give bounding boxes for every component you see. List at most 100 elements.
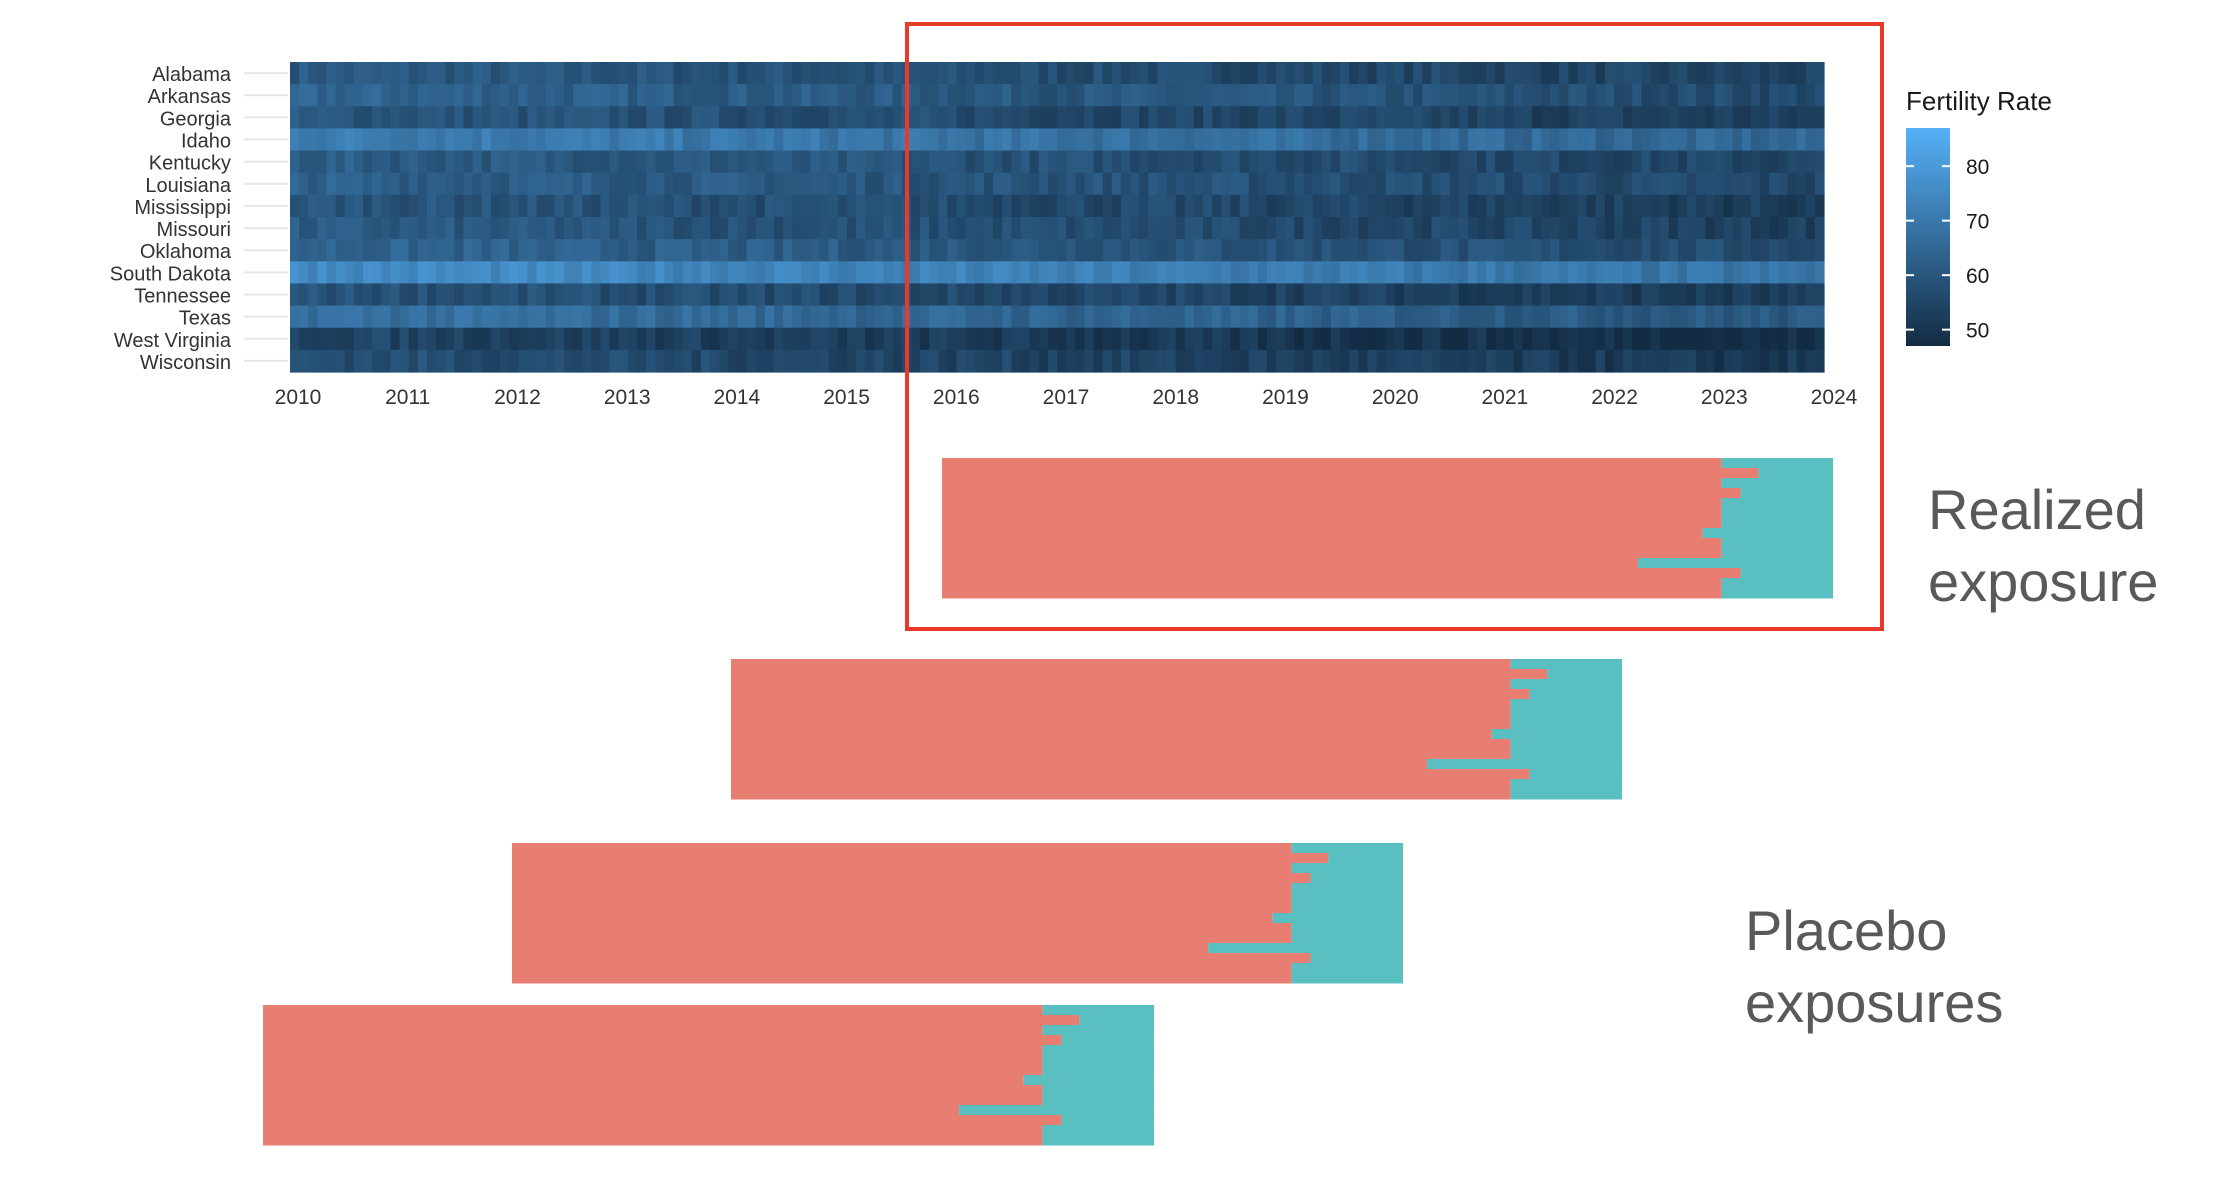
heatmap-cell — [965, 283, 976, 307]
heatmap-cell — [1504, 305, 1515, 329]
treated-segment — [1291, 843, 1404, 854]
heatmap-cell — [1531, 327, 1542, 351]
heatmap-cell — [956, 305, 967, 329]
heatmap-cell — [1522, 62, 1533, 85]
heatmap-cell — [673, 172, 684, 196]
heatmap-cell — [609, 239, 620, 262]
heatmap-cell — [1385, 261, 1396, 285]
heatmap-cell — [1495, 62, 1506, 85]
heatmap-cell — [983, 106, 994, 130]
heatmap-cell — [1696, 194, 1706, 218]
heatmap-cell — [1559, 150, 1569, 174]
heatmap-cell — [308, 84, 318, 107]
heatmap-cell — [618, 128, 629, 152]
heatmap-cell — [563, 62, 574, 85]
heatmap-cell — [1084, 261, 1095, 285]
heatmap-cell — [1522, 283, 1533, 307]
heatmap-cell — [828, 261, 839, 285]
heatmap-cell — [1376, 349, 1387, 373]
heatmap-cell — [1814, 62, 1825, 85]
state-label: Tennessee — [134, 286, 231, 308]
treated-segment — [1042, 1095, 1155, 1106]
heatmap-cell — [865, 106, 875, 130]
heatmap-cell — [1394, 194, 1405, 218]
heatmap-cell — [728, 62, 739, 85]
heatmap-cell — [1057, 84, 1067, 107]
heatmap-cell — [993, 217, 1003, 240]
heatmap-cell — [1285, 128, 1295, 152]
heatmap-cell — [1212, 62, 1222, 85]
heatmap-cell — [1020, 128, 1031, 152]
treated-segment — [1510, 699, 1623, 710]
heatmap-cell — [1504, 150, 1515, 174]
heatmap-cell — [1038, 62, 1049, 85]
heatmap-cell — [1330, 217, 1341, 240]
heatmap-cell — [1257, 327, 1268, 351]
heatmap-cell — [1623, 62, 1633, 85]
heatmap-cell — [1750, 128, 1761, 152]
heatmap-cell — [920, 84, 930, 107]
heatmap-cell — [1422, 327, 1432, 351]
heatmap-cell — [353, 261, 364, 285]
heatmap-cell — [1595, 283, 1606, 307]
heatmap-cell — [1696, 239, 1706, 262]
heatmap-cell — [600, 128, 611, 152]
heatmap-cell — [399, 327, 410, 351]
heatmap-cell — [1303, 261, 1314, 285]
heatmap-cell — [490, 261, 501, 285]
heatmap-cell — [655, 84, 665, 107]
heatmap-cell — [1778, 84, 1789, 107]
state-label: West Virginia — [114, 330, 232, 352]
heatmap-cell — [1312, 283, 1323, 307]
heatmap-cell — [1321, 349, 1332, 373]
heatmap-cell — [1760, 194, 1770, 218]
heatmap-cell — [1276, 128, 1286, 152]
heatmap-cell — [664, 194, 675, 218]
heatmap-cell — [1212, 128, 1222, 152]
heatmap-cell — [1093, 172, 1104, 196]
heatmap-cell — [1020, 150, 1031, 174]
heatmap-cell — [1787, 172, 1798, 196]
heatmap-cell — [1020, 261, 1031, 285]
heatmap-cell — [536, 349, 547, 373]
heatmap-cell — [1340, 327, 1350, 351]
heatmap-cell — [1796, 349, 1807, 373]
heatmap-cell — [1632, 217, 1642, 240]
heatmap-cell — [1376, 194, 1387, 218]
heatmap-cell — [1276, 62, 1286, 85]
heatmap-cell — [1193, 62, 1204, 85]
heatmap-cell — [1632, 150, 1642, 174]
heatmap-cell — [737, 217, 748, 240]
heatmap-cell — [664, 349, 675, 373]
heatmap-cell — [1449, 239, 1460, 262]
heatmap-cell — [1467, 62, 1478, 85]
heatmap-cell — [1723, 194, 1734, 218]
heatmap-cell — [1422, 194, 1432, 218]
heatmap-cell — [837, 150, 848, 174]
heatmap-cell — [1458, 327, 1469, 351]
heatmap-cell — [454, 327, 465, 351]
heatmap-cell — [1057, 62, 1067, 85]
heatmap-cell — [1148, 283, 1159, 307]
heatmap-cell — [536, 128, 547, 152]
heatmap-cell — [837, 62, 848, 85]
heatmap-cell — [399, 305, 410, 329]
heatmap-cell — [974, 84, 985, 107]
heatmap-cell — [856, 239, 866, 262]
heatmap-cell — [463, 128, 474, 152]
heatmap-cell — [1403, 239, 1414, 262]
state-label: Arkansas — [148, 86, 231, 108]
heatmap-cell — [1540, 261, 1551, 285]
heatmap-cell — [1613, 194, 1624, 218]
heatmap-cell — [426, 217, 437, 240]
heatmap-cell — [290, 150, 300, 174]
heatmap-cell — [1431, 239, 1442, 262]
heatmap-cell — [500, 261, 510, 285]
heatmap-cell — [983, 349, 994, 373]
heatmap-cell — [1805, 150, 1816, 174]
heatmap-cell — [1267, 62, 1277, 85]
heatmap-cell — [545, 194, 556, 218]
heatmap-cell — [755, 283, 766, 307]
heatmap-cell — [490, 150, 501, 174]
heatmap-cell — [846, 172, 857, 196]
